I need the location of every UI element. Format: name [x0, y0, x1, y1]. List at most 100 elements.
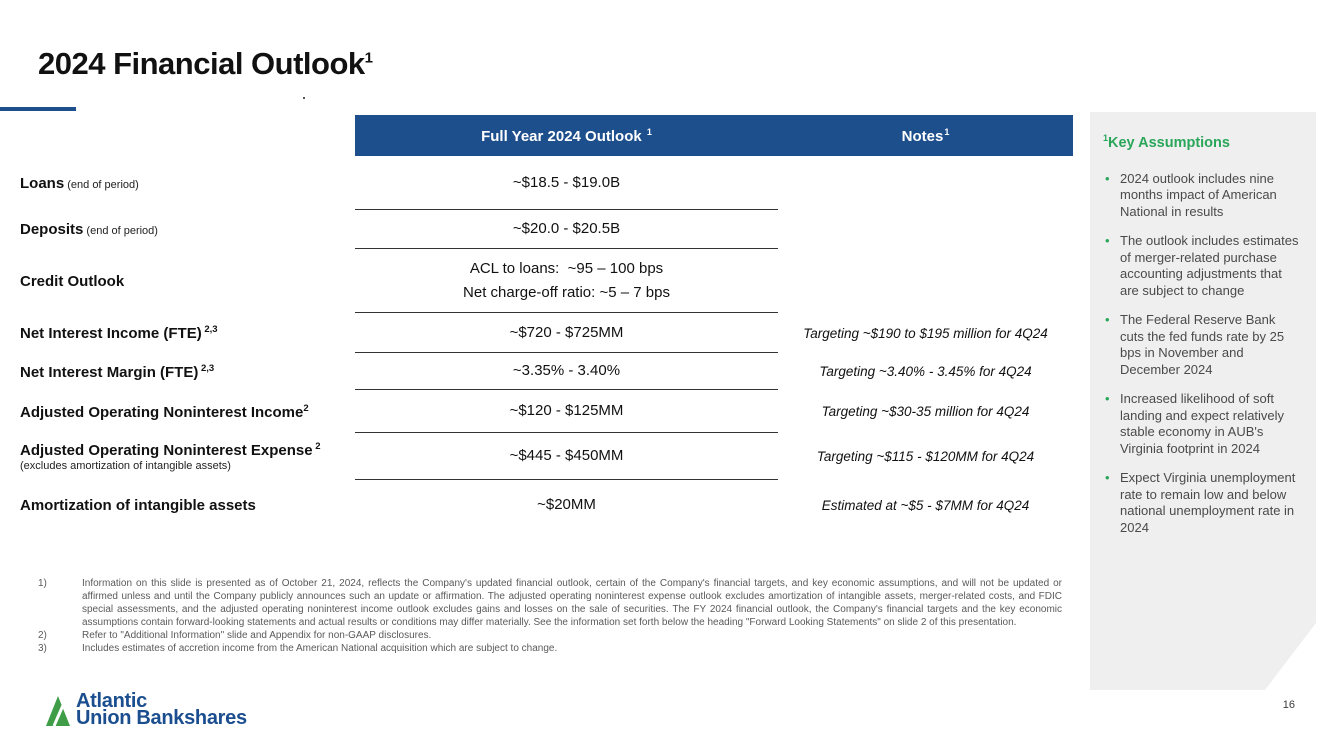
- row-value: ~$445 - $450MM: [509, 447, 624, 464]
- list-item: • Expect Virginia unemployment rate to re…: [1103, 470, 1300, 536]
- table-row: Loans (end of period) ~$18.5 - $19.0B: [0, 156, 1073, 210]
- footnote: 1) Information on this slide is presented…: [38, 577, 1062, 629]
- table-row: Net Interest Income (FTE) 2,3 ~$720 - $7…: [0, 313, 1073, 353]
- row-label-sup: 2,3: [198, 362, 215, 374]
- outlook-table: Loans (end of period) ~$18.5 - $19.0B De…: [0, 156, 1073, 530]
- table-row: Credit Outlook ACL to loans: ~95 – 100 b…: [0, 249, 1073, 313]
- logo-mark-icon: [46, 695, 70, 726]
- table-header-bar: Full Year 2024 Outlook 1 Notes1: [355, 115, 1073, 156]
- row-value: ~$20MM: [537, 496, 596, 513]
- key-assumptions-heading-sup: 1: [1103, 133, 1109, 143]
- row-label-sup: 2: [312, 441, 321, 452]
- footnote-text: Refer to "Additional Information" slide …: [82, 630, 432, 641]
- column-header-outlook-text: Full Year 2024 Outlook: [481, 127, 642, 145]
- row-note-cell: [778, 249, 1073, 313]
- row-label: Adjusted Operating Noninterest Expense: [20, 442, 313, 459]
- column-header-notes-text: Notes: [901, 127, 944, 145]
- list-item: • Increased likelihood of soft landing an…: [1103, 391, 1300, 457]
- row-sublabel: (excludes amortization of intangible ass…: [20, 460, 231, 472]
- row-value: ACL to loans: ~95 – 100 bps: [469, 259, 664, 277]
- row-label-cell: Net Interest Income (FTE) 2,3: [0, 313, 355, 353]
- logo-text: Atlantic Union Bankshares: [76, 690, 247, 729]
- footnote-text: Information on this slide is presented a…: [82, 578, 1062, 628]
- row-value: ~$20.0 - $20.5B: [512, 220, 621, 237]
- table-row: Amortization of intangible assets ~$20MM…: [0, 480, 1073, 530]
- page-title-text: 2024 Financial Outlook: [38, 46, 365, 81]
- logo-line2: Union Bankshares: [76, 706, 247, 729]
- bullet-icon: •: [1105, 470, 1110, 486]
- row-note-cell: Targeting ~$190 to $195 million for 4Q24: [778, 313, 1073, 353]
- row-value-cell: ~$18.5 - $19.0B: [355, 156, 778, 210]
- row-note: Targeting ~$30-35 million for 4Q24: [821, 404, 1030, 419]
- page-title-superscript: 1: [364, 49, 373, 67]
- row-note-cell: Targeting ~$30-35 million for 4Q24: [778, 390, 1073, 433]
- footnote-number: 1): [38, 578, 47, 589]
- table-row: Net Interest Margin (FTE) 2,3 ~3.35% - 3…: [0, 353, 1073, 390]
- column-header-notes-label: Notes1: [902, 127, 950, 145]
- row-note-cell: [778, 156, 1073, 210]
- row-value-line2: Net charge-off ratio: ~5 – 7 bps: [463, 283, 670, 301]
- footnote-number: 3): [38, 643, 47, 654]
- column-header-outlook-label: Full Year 2024 Outlook 1: [481, 127, 652, 145]
- row-label-cell: Deposits (end of period): [0, 210, 355, 249]
- footnote-text: Includes estimates of accretion income f…: [82, 643, 558, 654]
- table-row: Adjusted Operating Noninterest Income2 ~…: [0, 390, 1073, 433]
- row-note-cell: [778, 210, 1073, 249]
- bullet-icon: •: [1105, 391, 1110, 407]
- row-label-cell: Adjusted Operating Noninterest Expense 2…: [0, 433, 355, 480]
- list-item: • The Federal Reserve Bank cuts the fed f…: [1103, 312, 1300, 378]
- footnote: 3) Includes estimates of accretion income…: [38, 642, 1062, 655]
- row-label: Credit Outlook: [20, 272, 125, 290]
- bullet-icon: •: [1105, 233, 1110, 249]
- row-label-cell: Net Interest Margin (FTE) 2,3: [0, 353, 355, 390]
- row-label: Net Interest Margin (FTE): [20, 363, 199, 381]
- company-logo: Atlantic Union Bankshares: [46, 690, 247, 729]
- key-assumptions-heading: 1Key Assumptions: [1103, 133, 1300, 151]
- row-label-cell: Loans (end of period): [0, 156, 355, 210]
- row-value-cell: ~$20.0 - $20.5B: [355, 210, 778, 249]
- row-label: Adjusted Operating Noninterest Income: [20, 403, 304, 421]
- row-label-sup: 2,3: [201, 324, 218, 335]
- row-label-cell: Adjusted Operating Noninterest Income2: [0, 390, 355, 433]
- page-number: 16: [1282, 699, 1295, 711]
- row-label-cell: Amortization of intangible assets: [0, 480, 355, 530]
- row-value-cell: ~$445 - $450MM: [355, 433, 778, 480]
- row-label: Net Interest Income (FTE): [20, 325, 202, 342]
- key-assumptions-panel: 1Key Assumptions • 2024 outlook includes …: [1090, 112, 1316, 690]
- footnote-number: 2): [38, 630, 47, 641]
- list-item: • The outlook includes estimates of merge…: [1103, 233, 1300, 299]
- key-assumptions-heading-text: Key Assumptions: [1108, 134, 1230, 151]
- row-note: Estimated at ~$5 - $7MM for 4Q24: [821, 497, 1030, 513]
- logo-line1: Atlantic: [76, 690, 147, 712]
- row-label: Deposits: [20, 221, 84, 238]
- row-value-cell: ~$20MM: [355, 480, 778, 530]
- column-header-notes: Notes1: [778, 115, 1073, 156]
- row-note: Targeting ~3.40% - 3.45% for 4Q24: [819, 364, 1032, 379]
- row-label-paren: (end of period): [64, 178, 139, 191]
- stray-dot: [303, 97, 305, 99]
- column-header-notes-sup: 1: [944, 126, 950, 137]
- row-value: ~3.35% - 3.40%: [512, 362, 621, 379]
- assumption-text: Expect Virginia unemployment rate to rem…: [1120, 470, 1296, 535]
- table-row: Deposits (end of period) ~$20.0 - $20.5B: [0, 210, 1073, 249]
- assumption-text: The outlook includes estimates of merger…: [1120, 233, 1299, 298]
- title-accent-line: [0, 107, 76, 111]
- column-header-outlook: Full Year 2024 Outlook 1: [355, 115, 778, 156]
- footnote: 2) Refer to "Additional Information" slid…: [38, 629, 1062, 642]
- row-note-cell: Targeting ~3.40% - 3.45% for 4Q24: [778, 353, 1073, 390]
- row-value-cell: ~$720 - $725MM: [355, 313, 778, 353]
- assumption-text: Increased likelihood of soft landing and…: [1120, 391, 1285, 456]
- bullet-icon: •: [1105, 170, 1110, 186]
- row-note-cell: Targeting ~$115 - $120MM for 4Q24: [778, 433, 1073, 480]
- bullet-icon: •: [1105, 312, 1110, 328]
- row-label-cell: Credit Outlook: [0, 249, 355, 313]
- list-item: • 2024 outlook includes nine months impac…: [1103, 171, 1300, 221]
- assumption-text: 2024 outlook includes nine months impact…: [1120, 170, 1277, 219]
- column-header-outlook-sup: 1: [646, 126, 652, 137]
- row-label-paren: (end of period): [83, 225, 158, 237]
- key-assumptions-list: • 2024 outlook includes nine months impac…: [1103, 171, 1300, 537]
- row-value-cell: ~$120 - $125MM: [355, 390, 778, 433]
- row-note: Targeting ~$190 to $195 million for 4Q24: [803, 325, 1048, 341]
- row-note: Targeting ~$115 - $120MM for 4Q24: [816, 449, 1035, 464]
- row-value: ~$120 - $125MM: [509, 402, 624, 419]
